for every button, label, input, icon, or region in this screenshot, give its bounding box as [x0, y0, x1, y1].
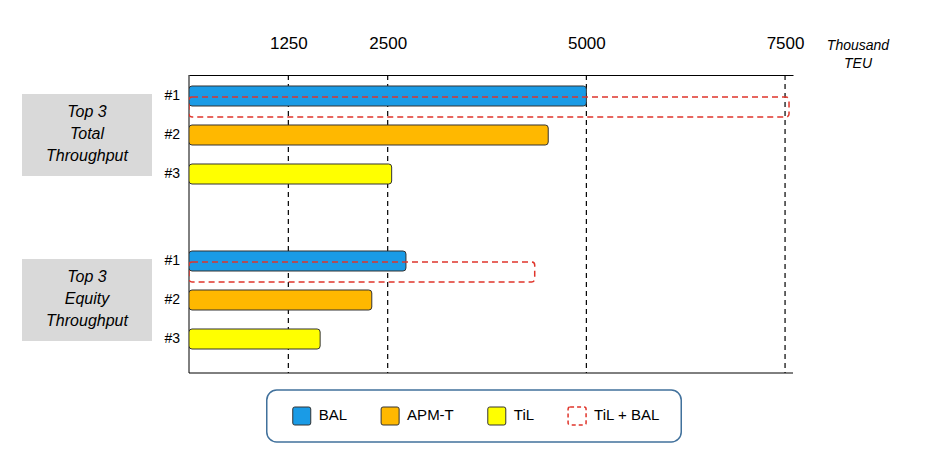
bar	[189, 125, 548, 145]
group-label-line: Total	[70, 125, 105, 142]
grid-line	[387, 75, 388, 373]
legend-box	[267, 390, 681, 442]
group-label-line: Throughput	[46, 147, 128, 164]
legend-label: BAL	[319, 406, 347, 423]
axis-title: Thousand TEU	[827, 37, 890, 71]
tick-label: 1250	[270, 34, 308, 53]
group-box	[22, 94, 152, 176]
outline-bar	[189, 97, 789, 117]
outline-bar	[189, 262, 535, 282]
group-box	[22, 259, 152, 341]
row-label: #3	[164, 330, 180, 346]
group-label-line: Throughput	[46, 312, 128, 329]
bar	[189, 86, 586, 106]
bar	[189, 290, 372, 310]
bars	[189, 86, 789, 349]
legend-swatch	[488, 407, 506, 425]
grid-line	[586, 75, 587, 373]
group-label: Top 3 Total Throughput	[22, 94, 152, 176]
row-label: #3	[164, 165, 180, 181]
tick: 1250	[270, 34, 308, 75]
legend-label: APM-T	[407, 406, 454, 423]
legend-swatch	[568, 407, 586, 425]
legend-swatch	[381, 407, 399, 425]
bar	[189, 164, 392, 184]
group-label-line: Equity	[65, 290, 110, 307]
legend-label: TiL	[514, 406, 534, 423]
grid-line	[784, 75, 785, 373]
group-label-line: Top 3	[67, 268, 107, 285]
x-axis: 1250 2500 5000 7500	[190, 34, 805, 76]
row-label: #1	[164, 87, 180, 103]
row-label: #1	[164, 252, 180, 268]
row-label: #2	[164, 291, 180, 307]
grid-line	[288, 75, 289, 373]
row-label: #2	[164, 126, 180, 142]
legend: BAL APM-T TiL TiL + BAL	[267, 390, 681, 442]
tick-label: 5000	[568, 34, 606, 53]
group-label: Top 3 Equity Throughput	[22, 259, 152, 341]
axis-title-line: TEU	[844, 55, 873, 71]
axis-title-line: Thousand	[827, 37, 890, 53]
grid	[288, 75, 785, 373]
frame-bottom	[189, 373, 793, 374]
frame-left	[189, 75, 190, 373]
tick: 5000	[568, 34, 606, 75]
tick-label: 7500	[767, 34, 805, 53]
bar	[189, 329, 320, 349]
legend-swatch	[293, 407, 311, 425]
axis-line	[190, 75, 794, 76]
group-label-line: Top 3	[67, 103, 107, 120]
tick-label: 2500	[369, 34, 407, 53]
tick: 7500	[767, 34, 805, 75]
tick: 2500	[369, 34, 407, 75]
chart: 1250 2500 5000 7500 Thousand TEU Top 3 Total Thr…	[0, 0, 944, 466]
legend-label: TiL + BAL	[594, 406, 659, 423]
bar	[189, 251, 406, 271]
